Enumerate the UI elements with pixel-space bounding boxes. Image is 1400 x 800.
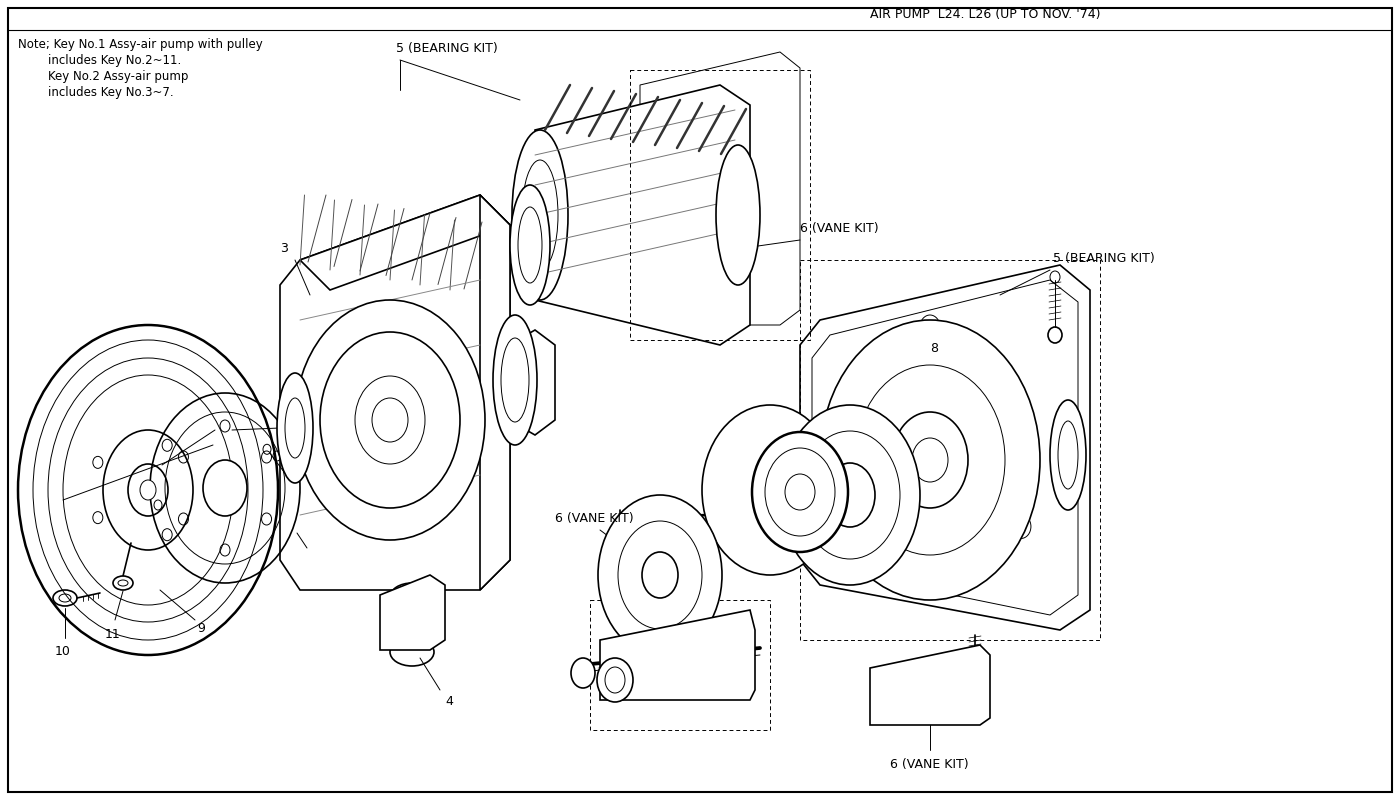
Polygon shape xyxy=(640,52,799,325)
Ellipse shape xyxy=(701,405,839,575)
Ellipse shape xyxy=(596,658,633,702)
Ellipse shape xyxy=(286,398,305,458)
Polygon shape xyxy=(601,610,755,700)
Text: 11: 11 xyxy=(105,628,120,641)
Ellipse shape xyxy=(764,448,834,536)
Polygon shape xyxy=(500,330,554,435)
Ellipse shape xyxy=(1058,421,1078,489)
Text: 4: 4 xyxy=(445,695,452,708)
Text: 5 (BEARING KIT): 5 (BEARING KIT) xyxy=(396,42,498,55)
Ellipse shape xyxy=(820,320,1040,600)
Ellipse shape xyxy=(911,438,948,482)
Text: 3: 3 xyxy=(280,242,288,255)
Ellipse shape xyxy=(920,315,939,339)
Ellipse shape xyxy=(113,576,133,590)
Polygon shape xyxy=(535,85,750,345)
Ellipse shape xyxy=(321,332,461,508)
Ellipse shape xyxy=(118,580,127,586)
Polygon shape xyxy=(480,195,510,590)
Polygon shape xyxy=(379,575,445,650)
Ellipse shape xyxy=(780,405,920,585)
Ellipse shape xyxy=(203,460,246,516)
Ellipse shape xyxy=(518,207,542,283)
Ellipse shape xyxy=(598,495,722,655)
Polygon shape xyxy=(300,195,510,290)
Text: 10: 10 xyxy=(55,645,71,658)
Ellipse shape xyxy=(356,376,426,464)
Ellipse shape xyxy=(140,480,155,500)
Ellipse shape xyxy=(829,514,848,538)
Text: Note; Key No.1 Assy-air pump with pulley: Note; Key No.1 Assy-air pump with pulley xyxy=(18,38,263,51)
Ellipse shape xyxy=(785,474,815,510)
Polygon shape xyxy=(869,645,990,725)
Ellipse shape xyxy=(617,521,701,629)
Ellipse shape xyxy=(643,552,678,598)
Ellipse shape xyxy=(1050,400,1086,510)
Ellipse shape xyxy=(892,412,967,508)
Ellipse shape xyxy=(277,373,314,483)
Text: 6 (VANE KIT): 6 (VANE KIT) xyxy=(799,222,879,235)
Text: AIR PUMP  L24. L26 (UP TO NOV. '74): AIR PUMP L24. L26 (UP TO NOV. '74) xyxy=(869,8,1100,21)
Ellipse shape xyxy=(799,431,900,559)
Text: 9: 9 xyxy=(197,622,204,635)
Ellipse shape xyxy=(501,338,529,422)
Text: Key No.2 Assy-air pump: Key No.2 Assy-air pump xyxy=(18,70,189,83)
Ellipse shape xyxy=(571,658,595,688)
Text: 6 (VANE KIT): 6 (VANE KIT) xyxy=(890,758,969,771)
Ellipse shape xyxy=(1011,514,1030,538)
Ellipse shape xyxy=(855,365,1005,555)
Ellipse shape xyxy=(295,300,484,540)
Ellipse shape xyxy=(715,145,760,285)
Ellipse shape xyxy=(752,432,848,552)
Ellipse shape xyxy=(372,398,407,442)
Ellipse shape xyxy=(512,130,568,300)
Text: includes Key No.3~7.: includes Key No.3~7. xyxy=(18,86,174,99)
Ellipse shape xyxy=(605,667,624,693)
Ellipse shape xyxy=(510,185,550,305)
Polygon shape xyxy=(812,280,1078,615)
Text: 5 (BEARING KIT): 5 (BEARING KIT) xyxy=(1053,252,1155,265)
Text: 6 (VANE KIT): 6 (VANE KIT) xyxy=(554,512,634,525)
Polygon shape xyxy=(799,265,1091,630)
Polygon shape xyxy=(280,195,510,590)
Text: includes Key No.2~11.: includes Key No.2~11. xyxy=(18,54,181,67)
Ellipse shape xyxy=(522,160,559,270)
Text: 8: 8 xyxy=(930,342,938,355)
Ellipse shape xyxy=(825,463,875,527)
Ellipse shape xyxy=(493,315,538,445)
